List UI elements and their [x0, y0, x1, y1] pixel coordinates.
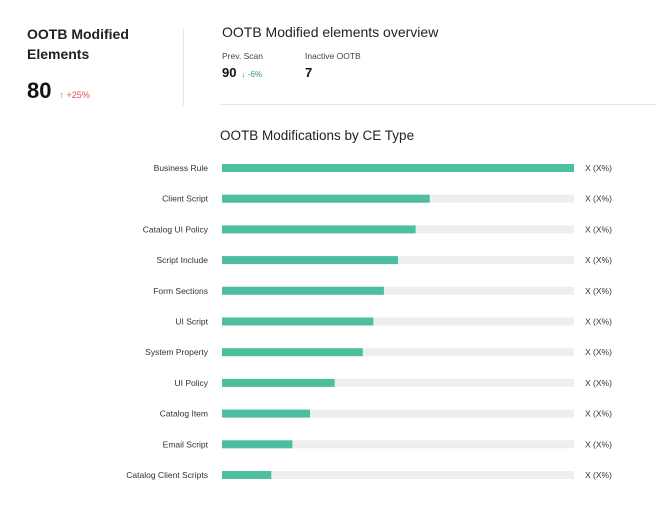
- overview-title: OOTB Modified elements overview: [222, 24, 439, 40]
- prev-scan-delta: ↓ -6%: [241, 70, 261, 79]
- bar-chart: Business Rule X (X%) Client Script X (X%) Ca…: [126, 163, 612, 480]
- bar-track: [222, 317, 574, 326]
- vertical-divider: [183, 28, 184, 106]
- prev-scan-value: 90: [222, 65, 237, 80]
- inactive-ootb-label: Inactive OOTB: [304, 51, 361, 61]
- value-label: X (X%): [585, 378, 612, 388]
- bar[interactable]: [222, 471, 272, 479]
- bar[interactable]: [222, 378, 335, 387]
- bar[interactable]: [222, 256, 398, 265]
- value-label: X (X%): [585, 224, 612, 234]
- prev-scan-stat: Prev. Scan 90 ↓ -6%: [222, 51, 263, 80]
- bar[interactable]: [222, 348, 363, 357]
- arrow-up-icon: ↑: [59, 90, 64, 100]
- bar[interactable]: [222, 194, 430, 203]
- bar[interactable]: [222, 164, 574, 172]
- horizontal-divider: [220, 104, 656, 105]
- category-label: Script Include: [157, 255, 209, 265]
- arrow-down-icon: ↓: [241, 70, 246, 79]
- bar-track: [222, 378, 574, 387]
- category-label: UI Script: [175, 317, 208, 327]
- value-label: X (X%): [585, 194, 612, 204]
- kpi-card: OOTB Modified Elements 80 ↑ +25%: [27, 24, 177, 104]
- category-label: Catalog Client Scripts: [126, 470, 208, 480]
- category-label: Form Sections: [153, 286, 208, 296]
- prev-scan-label: Prev. Scan: [222, 51, 263, 61]
- bar-track: [222, 471, 574, 479]
- kpi-title: OOTB Modified Elements: [27, 26, 129, 62]
- bar[interactable]: [222, 225, 416, 234]
- value-label: X (X%): [585, 347, 612, 357]
- category-label: UI Policy: [174, 378, 208, 388]
- category-label: Catalog UI Policy: [143, 224, 209, 234]
- category-label: Catalog Item: [160, 409, 208, 419]
- chart-title: OOTB Modifications by CE Type: [220, 128, 415, 143]
- category-label: Email Script: [163, 439, 209, 449]
- inactive-ootb-stat: Inactive OOTB 7: [305, 51, 361, 80]
- kpi-delta-value: +25%: [66, 90, 90, 100]
- inactive-ootb-value: 7: [304, 65, 313, 80]
- bar[interactable]: [222, 286, 384, 295]
- value-label: X (X%): [585, 317, 612, 327]
- bar-track: [222, 409, 574, 418]
- category-label: Business Rule: [154, 163, 209, 173]
- bar-track: [222, 348, 574, 357]
- value-label: X (X%): [585, 439, 612, 449]
- bar[interactable]: [222, 409, 310, 418]
- category-label: Client Script: [162, 194, 208, 204]
- kpi-delta: ↑ +25%: [59, 90, 89, 100]
- value-label: X (X%): [585, 255, 612, 265]
- value-label: X (X%): [585, 409, 612, 419]
- bar[interactable]: [222, 317, 374, 326]
- value-label: X (X%): [585, 163, 612, 173]
- kpi-value: 80: [27, 78, 52, 103]
- prev-scan-delta-value: -6%: [247, 70, 262, 79]
- bar-track: [222, 286, 574, 295]
- category-label: System Property: [145, 347, 209, 357]
- value-label: X (X%): [585, 286, 612, 296]
- value-label: X (X%): [585, 470, 612, 480]
- bar-track: [222, 440, 574, 449]
- overview-panel: OOTB Modified elements overview Prev. Sc…: [222, 24, 652, 80]
- bar[interactable]: [222, 440, 293, 449]
